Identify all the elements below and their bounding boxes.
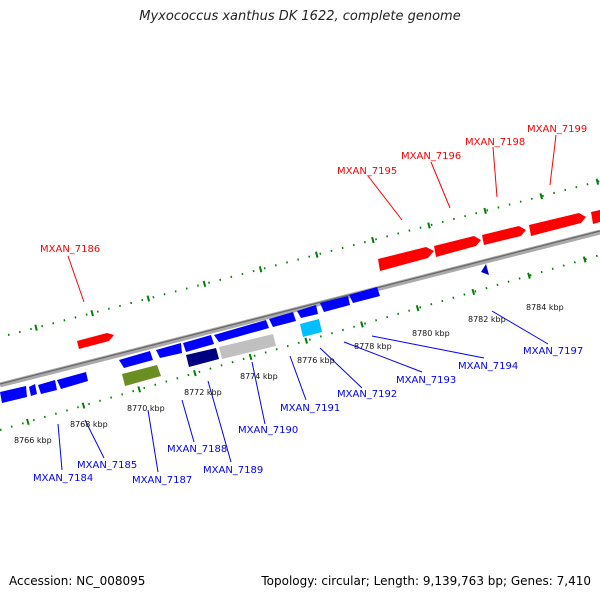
forward-callouts xyxy=(67,134,557,303)
tick-label: 8770 kbp xyxy=(127,404,165,413)
forward-major-tick xyxy=(258,266,263,273)
tick-label: 8784 kbp xyxy=(526,303,564,312)
gene-label: MXAN_7192 xyxy=(337,389,397,400)
tick-label: 8782 kbp xyxy=(468,315,506,324)
gene-mxan-7188a[interactable] xyxy=(156,343,182,358)
gene-label: MXAN_7185 xyxy=(77,460,137,471)
gene-mxan-7188b[interactable] xyxy=(183,335,214,352)
feature-blue-triangle[interactable] xyxy=(481,264,489,275)
forward-major-tick xyxy=(595,178,600,185)
tick-label: 8766 kbp xyxy=(14,436,52,445)
reverse-tick-track xyxy=(0,254,600,431)
gene-label: MXAN_7198 xyxy=(465,137,525,148)
feature-navy[interactable] xyxy=(186,348,219,367)
gene-mxan-7196[interactable] xyxy=(434,236,481,257)
gene-label: MXAN_7191 xyxy=(280,403,340,414)
reverse-major-tick xyxy=(360,321,364,328)
forward-major-tick xyxy=(483,207,487,215)
gene-mxan-7193[interactable] xyxy=(349,287,380,303)
gene-mxan-7191[interactable] xyxy=(297,305,318,318)
gene-label: MXAN_7188 xyxy=(167,444,227,455)
gene-mxan-7190[interactable] xyxy=(269,312,296,327)
forward-genes xyxy=(77,210,600,349)
tick-label: 8774 kbp xyxy=(240,372,278,381)
reverse-major-tick xyxy=(248,353,253,361)
tick-label: 8778 kbp xyxy=(354,342,392,351)
reverse-major-tick xyxy=(471,288,476,296)
gene-label: MXAN_7193 xyxy=(396,375,456,386)
reverse-major-tick xyxy=(304,337,309,344)
tick-label: 8768 kbp xyxy=(70,420,108,429)
gene-label: MXAN_7197 xyxy=(523,346,583,357)
forward-major-tick xyxy=(146,295,151,302)
forward-major-tick xyxy=(315,251,319,258)
gene-label: MXAN_7196 xyxy=(401,151,461,162)
forward-major-tick xyxy=(90,309,94,317)
forward-major-tick xyxy=(34,324,38,331)
genome-backbone xyxy=(0,229,600,388)
gene-label: MXAN_7184 xyxy=(33,473,93,484)
forward-major-tick xyxy=(202,280,207,288)
gene-mxan-7187[interactable] xyxy=(119,351,153,368)
forward-major-tick xyxy=(371,236,375,244)
gene-mxan-7184[interactable] xyxy=(0,386,27,403)
reverse-genes xyxy=(0,287,380,403)
feature-gray[interactable] xyxy=(219,334,276,359)
gene-mxan-7195[interactable] xyxy=(378,247,434,271)
accession-text: Accession: NC_008095 xyxy=(9,574,146,588)
gene-small-1[interactable] xyxy=(29,384,37,396)
feature-olive[interactable] xyxy=(122,365,161,386)
tick-labels: 8766 kbp 8768 kbp 8770 kbp 8772 kbp 8774… xyxy=(14,303,564,445)
tick-label: 8780 kbp xyxy=(412,329,450,338)
feature-cyan[interactable] xyxy=(300,319,322,337)
tick-label: 8776 kbp xyxy=(297,356,335,365)
reverse-major-tick xyxy=(527,272,531,279)
reverse-callouts xyxy=(57,310,549,473)
gene-mxan-7189[interactable] xyxy=(214,320,269,342)
reverse-major-tick xyxy=(81,402,86,409)
gene-label: MXAN_7186 xyxy=(40,244,100,255)
forward-major-tick xyxy=(539,193,543,200)
gene-label: MXAN_7189 xyxy=(203,465,263,476)
gene-red-edge[interactable] xyxy=(591,210,600,224)
gene-mxan-7199[interactable] xyxy=(529,213,586,236)
reverse-major-tick xyxy=(26,418,30,426)
gene-label: MXAN_7199 xyxy=(527,124,587,135)
forward-gene-labels: MXAN_7186 MXAN_7195 MXAN_7196 MXAN_7198 … xyxy=(40,124,587,255)
map-title: Myxococcus xanthus DK 1622, complete gen… xyxy=(139,9,461,24)
gene-mxan-7192[interactable] xyxy=(320,296,350,312)
genome-summary-text: Topology: circular; Length: 9,139,763 bp… xyxy=(261,574,591,588)
reverse-major-tick xyxy=(582,256,587,263)
gene-label: MXAN_7194 xyxy=(458,361,518,372)
gene-mxan-7186[interactable] xyxy=(77,333,114,349)
reverse-gene-labels: MXAN_7184 MXAN_7185 MXAN_7187 MXAN_7188 … xyxy=(33,346,583,486)
gene-label: MXAN_7190 xyxy=(238,425,298,436)
gene-label: MXAN_7195 xyxy=(337,166,397,177)
reverse-major-tick xyxy=(137,386,141,393)
reverse-major-tick xyxy=(193,369,197,377)
tick-label: 8772 kbp xyxy=(184,388,222,397)
gene-label: MXAN_7187 xyxy=(132,475,192,486)
gene-mxan-7185[interactable] xyxy=(57,372,88,389)
reverse-major-tick xyxy=(415,305,420,312)
forward-major-tick xyxy=(427,222,431,229)
gene-mxan-7198[interactable] xyxy=(482,226,526,245)
gene-small-2[interactable] xyxy=(38,380,57,394)
